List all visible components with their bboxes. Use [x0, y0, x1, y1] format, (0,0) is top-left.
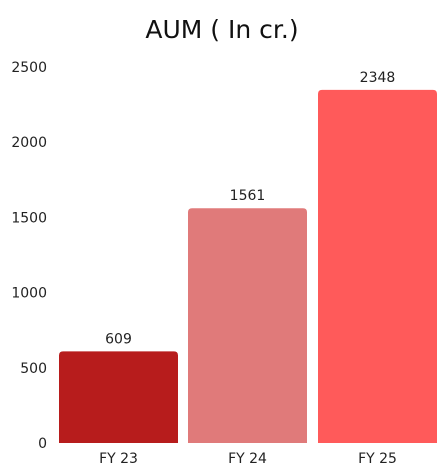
x-category-label: FY 24 — [228, 451, 267, 467]
bar-fy-25 — [318, 89, 437, 443]
y-tick-label: 1000 — [11, 286, 47, 302]
y-axis-ticks: 0 500 1000 1500 2000 2500 — [11, 60, 47, 452]
y-tick-label: 2500 — [11, 60, 47, 76]
bar-value-label: 609 — [105, 331, 132, 347]
y-tick-label: 1500 — [11, 210, 47, 226]
bar-value-label: 1561 — [230, 188, 266, 204]
bar-fy-23 — [59, 351, 178, 443]
bar-value-label: 2348 — [360, 70, 396, 86]
y-tick-label: 0 — [38, 436, 47, 452]
x-category-label: FY 23 — [99, 451, 138, 467]
y-tick-label: 2000 — [11, 135, 47, 151]
bar-fy-24 — [188, 208, 307, 443]
data-labels-group: 609 1561 2348 — [105, 70, 395, 348]
category-labels-group: FY 23 FY 24 FY 25 — [99, 451, 397, 467]
chart-title: AUM ( In cr.) — [145, 15, 298, 44]
y-tick-label: 500 — [20, 361, 47, 377]
bars-group — [59, 89, 437, 443]
x-category-label: FY 25 — [358, 451, 397, 467]
